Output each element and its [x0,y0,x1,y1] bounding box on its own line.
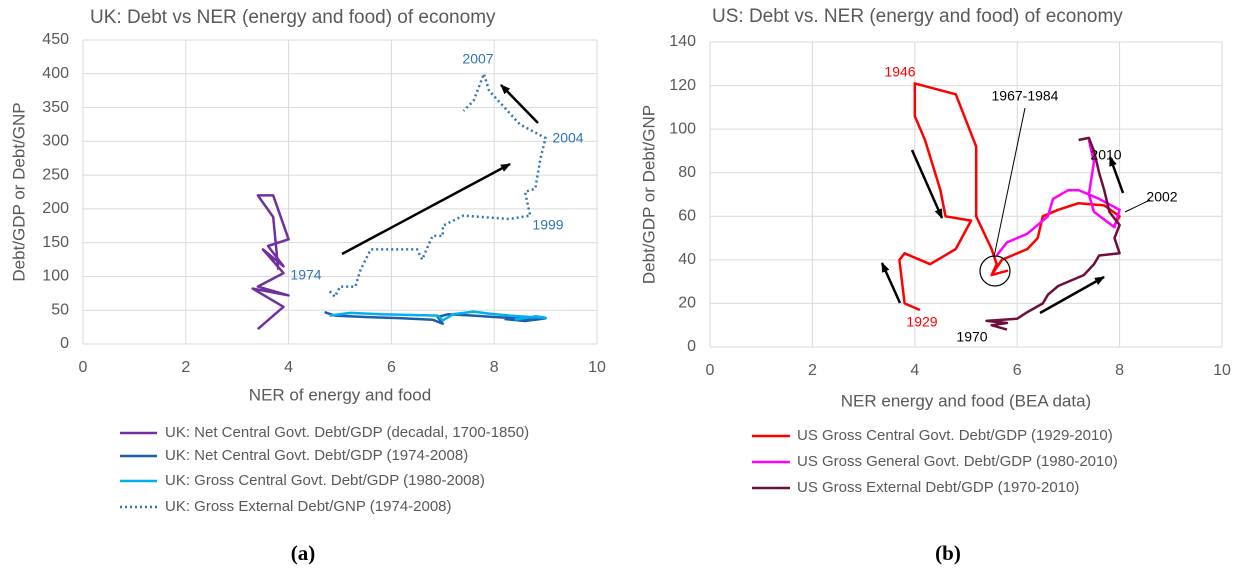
arrow [1039,275,1105,315]
legend-label: UK: Net Central Govt. Debt/GDP (decadal,… [165,424,529,441]
annotation: 1970 [956,329,987,345]
legend-label: US Gross External Debt/GDP (1970-2010) [797,479,1079,496]
x-tick-label: 8 [1115,362,1124,379]
annotation: 2010 [1090,147,1121,163]
series-line [898,82,1121,312]
y-axis-label: Debt/GDP or Debt/GNP [9,102,28,281]
annotation: 1946 [884,64,915,80]
y-axis-label: Debt/GDP or Debt/GNP [639,105,658,284]
arrow [1108,156,1125,194]
series-line [985,136,1121,331]
y-tick-label: 450 [42,31,69,48]
arrows [341,84,1125,315]
x-tick-label: 4 [284,359,293,376]
annotation: 1974 [290,267,321,283]
y-tick-label: 40 [678,251,696,268]
chart-title: UK: Debt vs NER (energy and food) of eco… [90,7,496,28]
x-axis-label: NER of energy and food [249,385,431,404]
y-tick-label: 200 [42,200,69,217]
arrow [880,262,902,304]
annotation: 1929 [906,314,937,330]
y-tick-label: 120 [669,77,696,94]
x-tick-label: 2 [808,362,817,379]
highlight-circle [979,255,1011,287]
y-tick-label: 50 [51,301,69,318]
y-tick-label: 300 [42,133,69,150]
callout-line [993,107,1026,258]
arrow [500,84,539,124]
x-tick-label: 6 [387,359,396,376]
legend-label: UK: Net Central Govt. Debt/GDP (1974-200… [165,447,468,464]
legend-label: UK: Gross Central Govt. Debt/GDP (1980-2… [165,472,485,489]
x-tick-label: 4 [910,362,919,379]
callout-line [1124,199,1151,213]
y-tick-label: 20 [678,295,696,312]
x-tick-label: 10 [588,359,606,376]
series-line [251,194,290,331]
series-line [329,310,547,322]
x-tick-label: 0 [79,359,88,376]
y-tick-label: 400 [42,65,69,82]
y-tick-label: 80 [678,164,696,181]
annotation: 1967-1984 [992,88,1059,104]
y-tick-label: 250 [42,166,69,183]
y-tick-label: 60 [678,208,696,225]
x-tick-label: 8 [490,359,499,376]
x-tick-label: 10 [1213,362,1231,379]
chart-title: US: Debt vs. NER (energy and food) of ec… [712,6,1123,27]
y-tick-label: 140 [669,33,696,50]
x-tick-label: 0 [706,362,715,379]
annotation: 2004 [552,130,583,146]
x-axis-label: NER energy and food (BEA data) [841,391,1091,410]
series-line [995,139,1121,257]
y-tick-label: 100 [42,268,69,285]
legend-label: US Gross Central Govt. Debt/GDP (1929-20… [797,427,1113,444]
annotation: 2007 [462,51,493,67]
caption: (b) [935,541,961,565]
arrow [910,149,944,219]
legend-label: UK: Gross External Debt/GNP (1974-2008) [165,498,452,515]
annotation: 2002 [1146,189,1177,205]
legend-label: US Gross General Govt. Debt/GDP (1980-20… [797,453,1118,470]
y-tick-label: 0 [60,335,69,352]
x-tick-label: 6 [1013,362,1022,379]
y-tick-label: 100 [669,120,696,137]
y-tick-label: 150 [42,234,69,251]
y-tick-label: 350 [42,99,69,116]
series-line [328,72,547,298]
x-tick-label: 2 [181,359,190,376]
caption: (a) [291,541,316,565]
arrow [341,162,511,256]
annotation: 1999 [532,217,563,233]
y-tick-label: 0 [687,338,696,355]
